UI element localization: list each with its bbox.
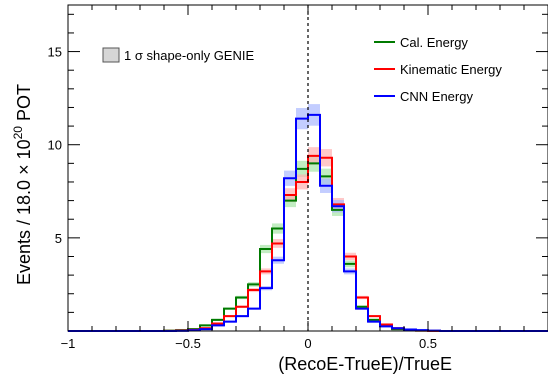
series-legend: Cal. Energy Kinematic Energy CNN Energy	[374, 35, 502, 104]
y-axis-label-times: ×	[14, 164, 34, 175]
y-tick-label: 10	[48, 138, 62, 153]
x-tick-label: 0	[304, 336, 311, 351]
legend-label: CNN Energy	[400, 89, 473, 104]
band-legend-sigma: 1 σ	[124, 48, 143, 63]
tick-labels: −1 −0.5 0 0.5 5 10 15	[48, 45, 438, 351]
y-axis-label-ten: 10	[14, 139, 34, 164]
y-axis-label-exponent: 20	[11, 126, 25, 140]
x-tick-label: −0.5	[175, 336, 201, 351]
band-legend-swatch	[102, 47, 120, 63]
axis-ticks	[67, 5, 548, 331]
band-legend-text: shape-only GENIE	[143, 48, 255, 63]
band-legend: 1 σ shape-only GENIE	[102, 47, 254, 63]
band-legend-label: 1 σ shape-only GENIE	[124, 48, 254, 63]
x-axis-label: (RecoE-TrueE)/TrueE	[278, 354, 452, 374]
legend-label: Cal. Energy	[400, 35, 468, 50]
legend-label: Kinematic Energy	[400, 62, 502, 77]
x-tick-label: −1	[61, 336, 76, 351]
y-axis-label-events: Events / 18.0	[14, 175, 34, 285]
y-axis-label-pot: POT	[14, 84, 34, 126]
x-tick-label: 0.5	[419, 336, 437, 351]
y-axis-label: Events / 18.0 × 1020 POT	[11, 84, 34, 285]
y-tick-label: 15	[48, 45, 62, 60]
y-tick-label: 5	[55, 231, 62, 246]
